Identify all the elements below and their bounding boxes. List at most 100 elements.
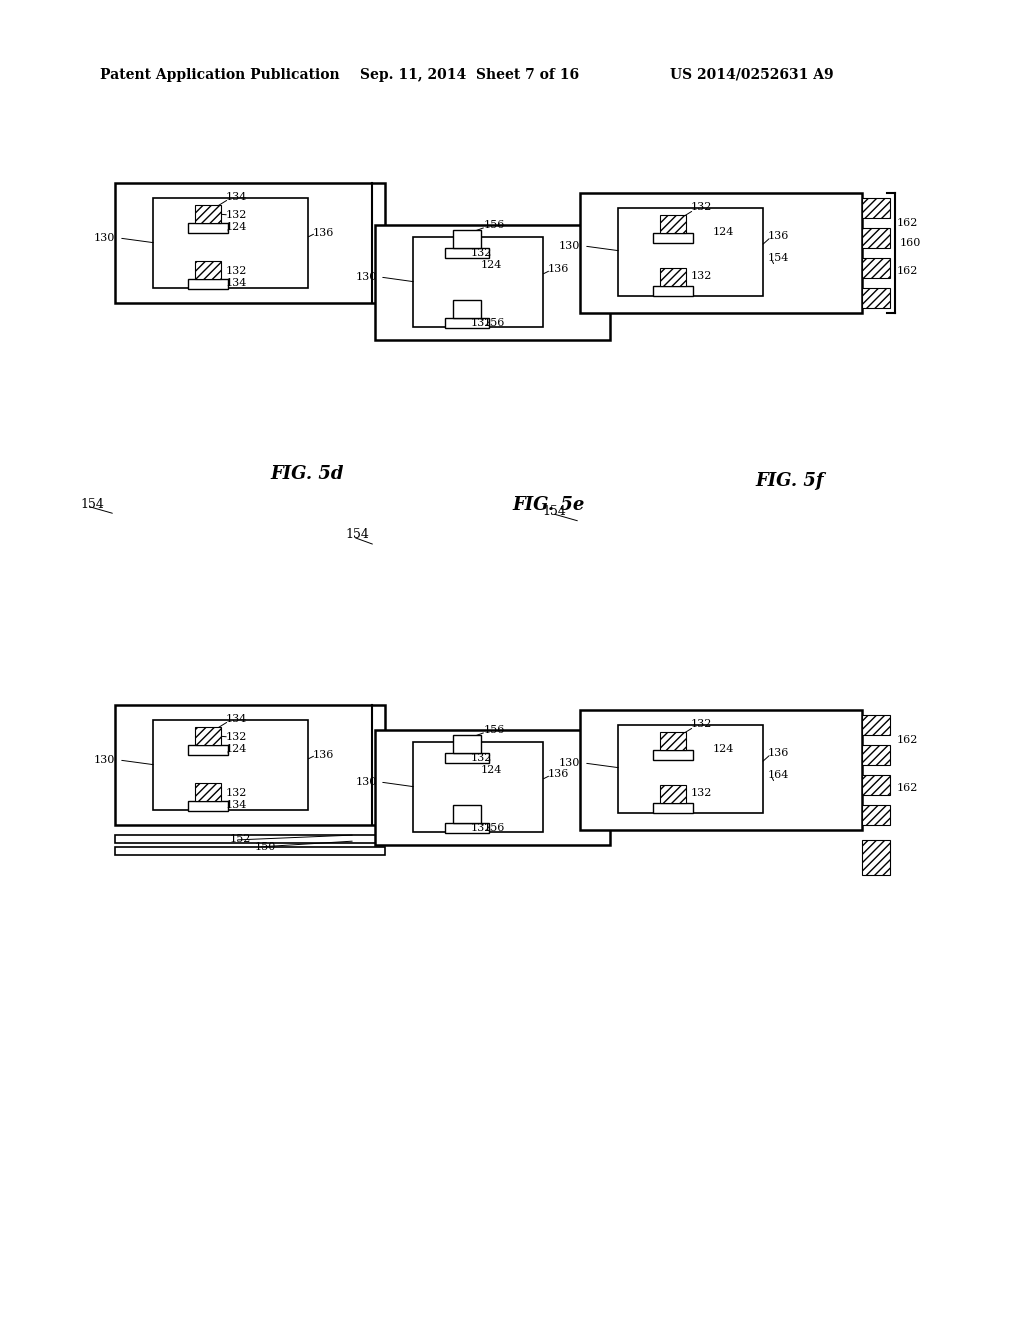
Text: 134: 134 [226, 800, 248, 810]
Text: 152: 152 [230, 834, 251, 843]
Bar [188, 223, 228, 234]
Bar [195, 205, 221, 223]
Bar [862, 805, 890, 825]
Bar [653, 286, 693, 296]
Text: 136: 136 [548, 264, 569, 275]
Text: 156: 156 [484, 822, 506, 833]
Text: 134: 134 [226, 191, 248, 202]
Bar [618, 725, 763, 813]
Text: 130: 130 [355, 272, 377, 282]
Text: 136: 136 [768, 748, 790, 758]
Text: 154: 154 [542, 506, 566, 517]
Text: Patent Application Publication: Patent Application Publication [100, 69, 340, 82]
Bar [445, 752, 489, 763]
Bar [653, 234, 693, 243]
Text: 164: 164 [768, 770, 790, 780]
Bar [862, 228, 890, 248]
Bar [445, 248, 489, 257]
Text: 136: 136 [768, 231, 790, 242]
Bar [153, 719, 308, 810]
Text: 132: 132 [691, 788, 713, 799]
Text: 124: 124 [226, 222, 248, 232]
Text: 124: 124 [226, 744, 248, 754]
Text: 156: 156 [484, 220, 506, 230]
Text: 136: 136 [313, 750, 335, 760]
Text: 130: 130 [93, 234, 115, 243]
Bar [445, 822, 489, 833]
Bar [115, 183, 385, 304]
Text: 162: 162 [897, 783, 919, 793]
Text: 160: 160 [900, 238, 922, 248]
Text: 150: 150 [255, 842, 276, 851]
Bar [188, 279, 228, 289]
Text: FIG. 5f: FIG. 5f [755, 473, 823, 491]
Bar [660, 268, 686, 286]
Bar [660, 785, 686, 803]
Text: 124: 124 [481, 260, 503, 271]
Text: 154: 154 [345, 528, 369, 541]
Text: Sep. 11, 2014  Sheet 7 of 16: Sep. 11, 2014 Sheet 7 of 16 [360, 69, 580, 82]
Bar [862, 840, 890, 875]
Text: 132: 132 [226, 267, 248, 276]
Text: FIG. 5d: FIG. 5d [270, 465, 343, 483]
Bar [453, 805, 481, 822]
Bar [445, 318, 489, 327]
Text: 134: 134 [226, 714, 248, 723]
Bar [115, 847, 385, 855]
Text: 162: 162 [897, 267, 919, 276]
Text: US 2014/0252631 A9: US 2014/0252631 A9 [670, 69, 834, 82]
Text: 136: 136 [548, 770, 569, 779]
Bar [453, 230, 481, 248]
Bar [115, 836, 385, 843]
Text: 124: 124 [713, 744, 734, 754]
Text: 132: 132 [691, 202, 713, 213]
Text: 162: 162 [897, 735, 919, 744]
Text: 130: 130 [93, 755, 115, 766]
Bar [660, 733, 686, 750]
Text: 154: 154 [768, 253, 790, 263]
Text: 124: 124 [481, 766, 503, 775]
Bar [862, 198, 890, 218]
Bar [188, 744, 228, 755]
Bar [115, 705, 385, 825]
Bar [653, 803, 693, 813]
Text: 130: 130 [559, 758, 580, 768]
Text: 162: 162 [897, 218, 919, 228]
Bar [195, 783, 221, 801]
Bar [862, 775, 890, 795]
Bar [580, 710, 862, 830]
Text: 156: 156 [484, 725, 506, 735]
Bar [413, 238, 543, 327]
Bar [580, 193, 862, 313]
Text: 124: 124 [713, 227, 734, 238]
Text: 130: 130 [559, 242, 580, 251]
Bar [195, 727, 221, 744]
Bar [413, 742, 543, 832]
Bar [660, 215, 686, 234]
Bar [653, 750, 693, 760]
Bar [375, 730, 610, 845]
Text: 136: 136 [313, 228, 335, 238]
Text: 130: 130 [355, 777, 377, 787]
Text: 132: 132 [226, 733, 248, 742]
Bar [862, 288, 890, 308]
Text: 154: 154 [80, 498, 103, 511]
Text: 132: 132 [471, 318, 493, 327]
Bar [153, 198, 308, 288]
Text: FIG. 5e: FIG. 5e [512, 496, 585, 513]
Text: 132: 132 [226, 788, 248, 799]
Bar [453, 735, 481, 752]
Text: 134: 134 [226, 279, 248, 288]
Text: 132: 132 [691, 271, 713, 281]
Text: 132: 132 [226, 210, 248, 220]
Bar [862, 715, 890, 735]
Text: 132: 132 [471, 752, 493, 763]
Bar [862, 744, 890, 766]
Bar [453, 300, 481, 318]
Text: 132: 132 [471, 248, 493, 257]
Bar [618, 209, 763, 296]
Text: 132: 132 [471, 822, 493, 833]
Text: 156: 156 [484, 318, 506, 327]
Text: 132: 132 [691, 719, 713, 729]
Bar [195, 261, 221, 279]
